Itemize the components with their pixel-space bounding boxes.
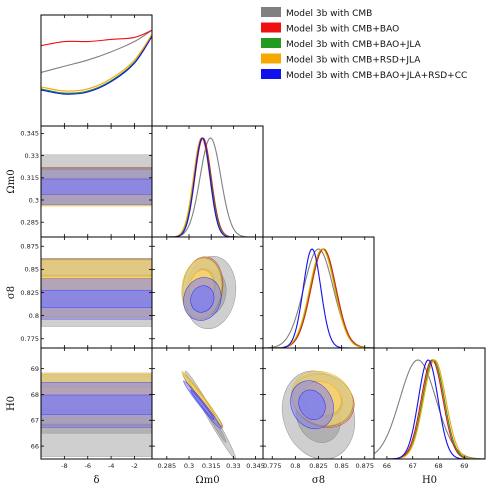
y-tick-label: 0.3 — [29, 196, 39, 204]
y-tick-label: 0.8 — [29, 312, 39, 320]
x-tick-label: 0.3 — [184, 462, 194, 470]
legend-label-5: Model 3b with CMB+BAO+JLA+RSD+CC — [286, 71, 467, 81]
marginal-curve-cmb — [263, 248, 374, 348]
marginal-panel-delta — [40, 14, 153, 127]
x-tick-label: 0.285 — [157, 462, 176, 470]
x-tick-label: 0.825 — [309, 462, 328, 470]
marginal-curve-rsd — [263, 248, 374, 348]
y-tick-label: 0.315 — [20, 174, 39, 182]
y-tick-label: 0.345 — [20, 130, 39, 138]
marginal-curve-cmb — [41, 29, 152, 73]
marginal-curve-cmb — [374, 359, 485, 459]
marginal-curve-cc — [41, 36, 152, 95]
marginal-curve-bao — [263, 248, 374, 348]
contour-cc — [190, 389, 215, 420]
marginal-curve-jla — [263, 248, 374, 348]
contour-cc — [190, 285, 215, 313]
contour-band-cc — [41, 289, 152, 308]
legend-swatch-1 — [261, 7, 281, 17]
panel-contours — [281, 370, 356, 459]
marginal-curve-jla — [374, 359, 485, 459]
legend-swatch-5 — [261, 69, 281, 79]
x-tick-label: 0.775 — [263, 462, 282, 470]
marginal-curve-bao — [41, 29, 152, 47]
marginal-curve-bao — [374, 359, 485, 459]
x-axis-label-omega: Ωm0 — [195, 475, 219, 486]
marginal-curve-cc — [374, 359, 485, 459]
y-tick-label: 67 — [31, 417, 39, 425]
x-tick-label: 0.85 — [334, 462, 348, 470]
panel-contours — [41, 258, 152, 327]
y-tick-label: 66 — [31, 442, 39, 450]
y-tick-label: 0.285 — [20, 219, 39, 227]
x-tick-label: -4 — [108, 462, 114, 470]
marginal-curve-jla — [152, 137, 263, 237]
marginal-lines — [152, 137, 263, 237]
marginal-panel-H0: 66 67 68 69 H0 — [373, 347, 486, 486]
y-tick-label: 0.85 — [25, 266, 39, 274]
panel-omega-sigma8 — [151, 236, 264, 349]
panel-delta-omega: 0.285 0.3 0.315 0.33 0.345 Ωm0 — [6, 125, 153, 238]
x-tick-label: 0.315 — [202, 462, 221, 470]
y-tick-label: 69 — [31, 365, 39, 373]
marginal-panel-omega — [151, 125, 264, 238]
legend-label-3: Model 3b with CMB+BAO+JLA — [286, 40, 422, 50]
x-tick-label: 0.33 — [226, 462, 240, 470]
y-axis-label-H0: H0 — [6, 396, 17, 411]
marginal-panel-sigma8 — [262, 236, 375, 349]
legend-swatch-4 — [261, 53, 281, 64]
panels: 66 67 68 69 H0 0.285 0.3 0.315 0.33 0.345 Ωm0 0.775… — [6, 14, 486, 486]
contour-band-cc — [41, 178, 152, 195]
x-tick-label: 0.875 — [355, 462, 374, 470]
x-tick-label: 68 — [434, 462, 442, 470]
x-tick-label: 67 — [409, 462, 417, 470]
panel-delta-sigma8: 0.775 0.8 0.825 0.85 0.875 σ8 — [6, 236, 153, 349]
marginal-lines — [41, 29, 152, 95]
panel-contours — [181, 370, 237, 459]
marginal-curve-rsd — [374, 359, 485, 459]
marginal-lines — [263, 248, 374, 348]
panel-contours — [41, 154, 152, 207]
legend-swatch-2 — [261, 22, 281, 33]
y-tick-label: 0.875 — [20, 243, 39, 251]
y-axis-label-omega: Ωm0 — [6, 169, 17, 193]
x-tick-label: -6 — [84, 462, 90, 470]
y-tick-label: 0.775 — [20, 335, 39, 343]
panel-contours — [181, 255, 237, 330]
x-tick-label: 66 — [383, 462, 391, 470]
x-tick-label: -2 — [131, 462, 137, 470]
x-axis-label-delta: δ — [93, 475, 99, 486]
panel-delta-H0: -8 -6 -4 -2 66 67 68 69 H0 δ — [6, 347, 153, 486]
x-axis-label-H0: H0 — [422, 475, 437, 486]
contour-cc — [298, 389, 326, 420]
legend-label-2: Model 3b with CMB+BAO — [286, 25, 399, 35]
y-tick-label: 0.33 — [25, 152, 39, 160]
marginal-lines — [374, 359, 485, 459]
panel-omega-H0: 0.285 0.3 0.315 0.33 0.345 Ωm0 — [151, 347, 265, 486]
marginal-curve-rsd — [41, 34, 152, 92]
x-tick-label: 69 — [460, 462, 468, 470]
y-axis-label-sigma8: σ8 — [6, 286, 17, 299]
legend-label-1: Model 3b with CMB — [286, 9, 372, 19]
panel-frame — [40, 14, 153, 127]
marginal-curve-jla — [41, 35, 152, 94]
y-tick-label: 0.825 — [20, 289, 39, 297]
x-tick-label: -8 — [61, 462, 67, 470]
y-tick-label: 68 — [31, 391, 39, 399]
legend-label-4: Model 3b with CMB+RSD+JLA — [286, 56, 421, 66]
contour-band-cc — [41, 394, 152, 415]
legend-swatch-3 — [261, 38, 281, 48]
x-tick-label: 0.8 — [290, 462, 300, 470]
legend: Model 3b with CMB Model 3b with CMB+BAO Mo… — [261, 7, 467, 81]
panel-sigma8-H0: 0.775 0.8 0.825 0.85 0.875 σ8 — [262, 347, 375, 486]
x-axis-label-sigma8: σ8 — [312, 475, 325, 486]
contour-rsd — [188, 381, 215, 416]
marginal-curve-cc — [263, 248, 374, 348]
panel-contours — [41, 372, 152, 457]
x-tick-label: 0.345 — [246, 462, 265, 470]
